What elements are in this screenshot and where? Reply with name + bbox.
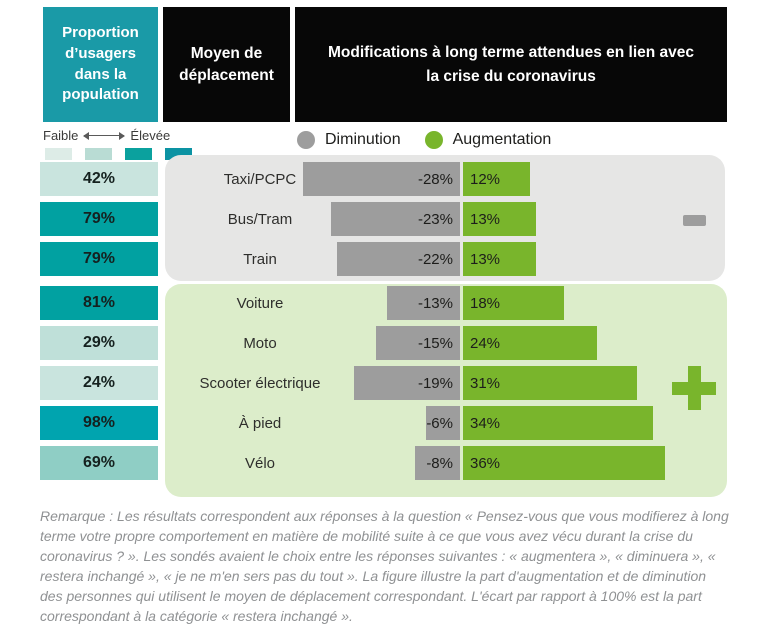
proportion-value: 69% bbox=[82, 454, 116, 471]
proportion-value: 79% bbox=[82, 250, 116, 267]
table-row: 79% Train -22% 13% bbox=[0, 242, 757, 276]
decrease-bar: -13% bbox=[387, 286, 460, 320]
proportion-cell: 42% bbox=[40, 162, 158, 196]
mode-label: À pied bbox=[238, 414, 282, 432]
scale-swatch-1 bbox=[45, 148, 72, 160]
decrease-value: -19% bbox=[417, 374, 453, 392]
proportion-cell: 69% bbox=[40, 446, 158, 480]
proportion-cell: 79% bbox=[40, 202, 158, 236]
mode-label: Scooter électrique bbox=[199, 374, 321, 392]
double-arrow-icon bbox=[83, 132, 126, 139]
mode-label: Taxi/PCPC bbox=[223, 170, 297, 188]
header-proportion: Proportion d’usagers dans la population bbox=[43, 7, 158, 122]
decrease-bar: -19% bbox=[353, 366, 460, 400]
table-row: 98% À pied -6% 34% bbox=[0, 406, 757, 440]
proportion-value: 29% bbox=[82, 334, 116, 351]
plus-icon bbox=[672, 366, 716, 410]
decrease-value: -8% bbox=[426, 454, 453, 472]
proportion-value: 24% bbox=[82, 374, 116, 391]
legend-decrease-dot bbox=[297, 131, 315, 149]
mode-label: Bus/Tram bbox=[227, 210, 293, 228]
plus-icon-vertical bbox=[687, 366, 701, 410]
proportion-value: 98% bbox=[82, 414, 116, 431]
increase-value: 31% bbox=[470, 374, 501, 392]
decrease-bar: -23% bbox=[331, 202, 460, 236]
decrease-bar: -28% bbox=[303, 162, 460, 196]
table-row: 29% Moto -15% 24% bbox=[0, 326, 757, 360]
increase-bar: 13% bbox=[463, 202, 536, 236]
minus-icon bbox=[683, 215, 706, 226]
proportion-value: 42% bbox=[82, 170, 116, 187]
scale-swatch-2 bbox=[85, 148, 112, 160]
increase-value: 18% bbox=[470, 294, 501, 312]
scale-low-label: Faible bbox=[43, 128, 79, 143]
proportion-cell: 81% bbox=[40, 286, 158, 320]
decrease-value: -6% bbox=[426, 414, 453, 432]
decrease-value: -15% bbox=[417, 334, 453, 352]
footnote: Remarque : Les résultats correspondent a… bbox=[40, 508, 729, 624]
decrease-bar: -6% bbox=[426, 406, 460, 440]
increase-bar: 31% bbox=[463, 366, 637, 400]
legend-increase-dot bbox=[424, 131, 443, 149]
decrease-value: -13% bbox=[417, 294, 453, 312]
decrease-bar: -22% bbox=[336, 242, 460, 276]
scale-swatch-3 bbox=[125, 148, 152, 160]
legend: Diminution Augmentation bbox=[297, 131, 565, 149]
increase-bar: 18% bbox=[463, 286, 564, 320]
increase-bar: 24% bbox=[463, 326, 598, 360]
table-row: 42% Taxi/PCPC -28% 12% bbox=[0, 162, 757, 196]
proportion-scale: Faible Élevée bbox=[43, 128, 193, 160]
table-row: 79% Bus/Tram -23% 13% bbox=[0, 202, 757, 236]
scale-high-label: Élevée bbox=[130, 128, 171, 143]
decrease-value: -28% bbox=[417, 170, 453, 188]
proportion-value: 79% bbox=[82, 210, 116, 227]
proportion-cell: 24% bbox=[40, 366, 158, 400]
decrease-value: -23% bbox=[417, 210, 453, 228]
legend-increase-label: Augmentation bbox=[452, 131, 552, 148]
header-mode: Moyen de déplacement bbox=[163, 7, 290, 122]
increase-value: 13% bbox=[470, 250, 501, 268]
increase-value: 24% bbox=[470, 334, 501, 352]
increase-value: 36% bbox=[470, 454, 501, 472]
table-row: 24% Scooter électrique -19% 31% bbox=[0, 366, 757, 400]
proportion-cell: 29% bbox=[40, 326, 158, 360]
increase-value: 12% bbox=[470, 170, 501, 188]
mode-label: Voiture bbox=[236, 294, 284, 312]
proportion-value: 81% bbox=[82, 294, 116, 311]
increase-bar: 34% bbox=[463, 406, 654, 440]
mode-label: Vélo bbox=[244, 454, 276, 472]
mode-label: Train bbox=[243, 250, 277, 268]
decrease-bar: -8% bbox=[415, 446, 460, 480]
increase-bar: 13% bbox=[463, 242, 536, 276]
decrease-bar: -15% bbox=[376, 326, 460, 360]
proportion-cell: 98% bbox=[40, 406, 158, 440]
decrease-value: -22% bbox=[417, 250, 453, 268]
table-row: 69% Vélo -8% 36% bbox=[0, 446, 757, 480]
increase-value: 13% bbox=[470, 210, 501, 228]
header-modifications: Modifications à long terme attendues en … bbox=[295, 7, 727, 122]
table-row: 81% Voiture -13% 18% bbox=[0, 286, 757, 320]
increase-bar: 36% bbox=[463, 446, 665, 480]
mode-label: Moto bbox=[243, 334, 277, 352]
proportion-cell: 79% bbox=[40, 242, 158, 276]
increase-value: 34% bbox=[470, 414, 501, 432]
increase-bar: 12% bbox=[463, 162, 531, 196]
legend-decrease-label: Diminution bbox=[325, 131, 401, 148]
